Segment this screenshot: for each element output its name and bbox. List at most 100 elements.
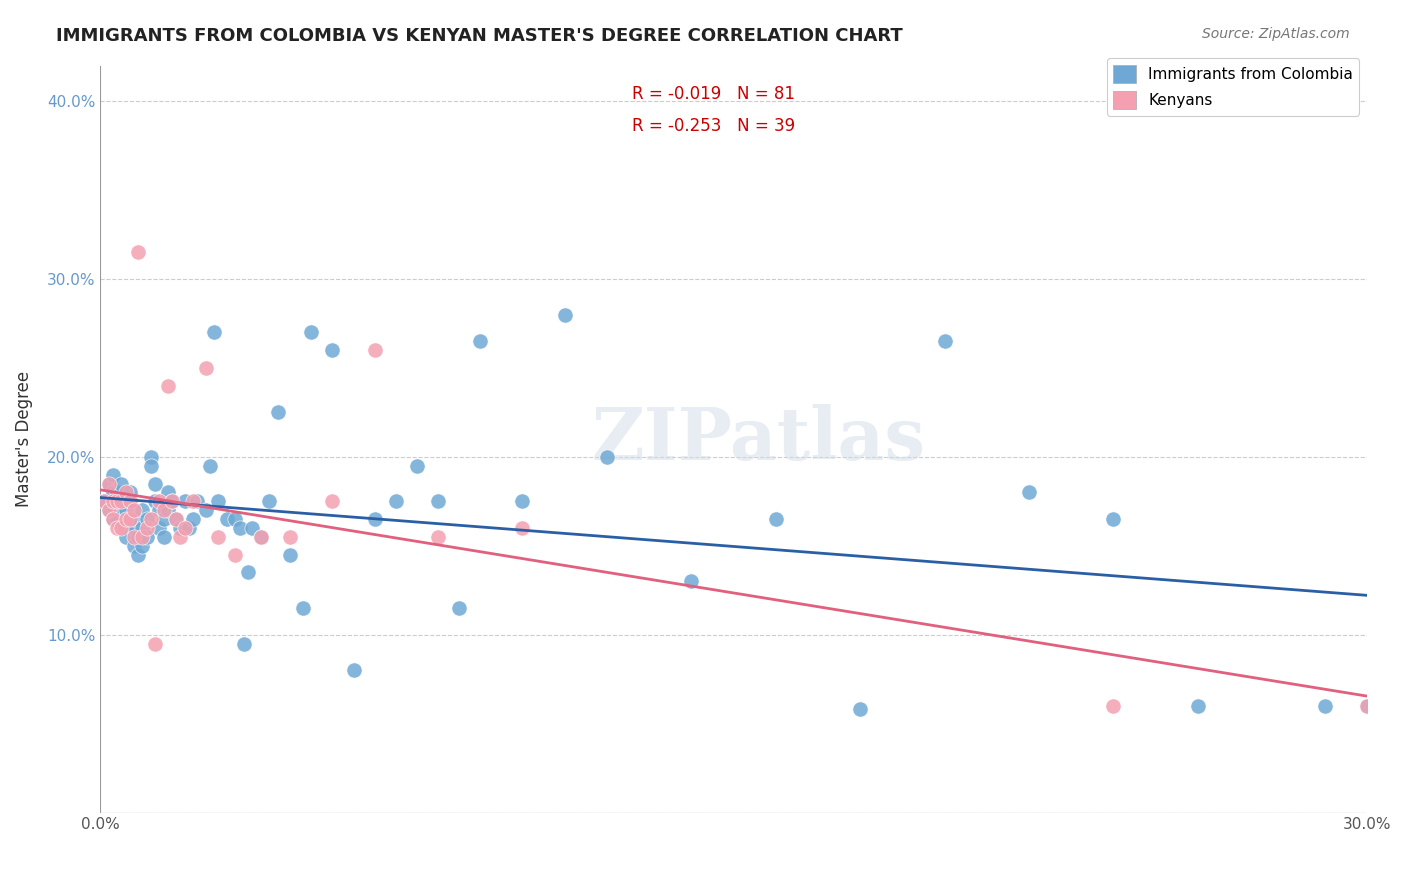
Point xyxy=(139,450,162,464)
Point xyxy=(131,503,153,517)
Point xyxy=(173,494,195,508)
Point xyxy=(449,601,471,615)
Point xyxy=(143,494,166,508)
Point xyxy=(215,512,238,526)
Point xyxy=(186,494,208,508)
Point xyxy=(207,494,229,508)
Point xyxy=(596,450,619,464)
Point xyxy=(181,494,204,508)
Point xyxy=(194,503,217,517)
Point xyxy=(110,494,132,508)
Point xyxy=(101,485,124,500)
Point xyxy=(114,503,136,517)
Point xyxy=(97,503,120,517)
Text: Source: ZipAtlas.com: Source: ZipAtlas.com xyxy=(1202,27,1350,41)
Point xyxy=(321,343,343,358)
Point xyxy=(342,663,364,677)
Point xyxy=(105,521,128,535)
Point xyxy=(427,530,450,544)
Point xyxy=(148,521,170,535)
Point xyxy=(236,566,259,580)
Point xyxy=(101,467,124,482)
Point xyxy=(114,521,136,535)
Point xyxy=(1102,698,1125,713)
Point xyxy=(122,521,145,535)
Text: IMMIGRANTS FROM COLOMBIA VS KENYAN MASTER'S DEGREE CORRELATION CHART: IMMIGRANTS FROM COLOMBIA VS KENYAN MASTE… xyxy=(56,27,903,45)
Point xyxy=(299,326,322,340)
Point xyxy=(118,485,141,500)
Point xyxy=(470,334,492,349)
Point xyxy=(156,485,179,500)
Point xyxy=(114,512,136,526)
Point xyxy=(135,512,157,526)
Point xyxy=(135,521,157,535)
Point xyxy=(97,476,120,491)
Point xyxy=(228,521,250,535)
Point xyxy=(131,539,153,553)
Point xyxy=(554,308,576,322)
Point xyxy=(165,512,187,526)
Point xyxy=(512,494,534,508)
Point xyxy=(127,548,149,562)
Point xyxy=(105,494,128,508)
Point xyxy=(118,494,141,508)
Point xyxy=(114,485,136,500)
Text: ZIPatlas: ZIPatlas xyxy=(592,403,927,475)
Point xyxy=(278,530,301,544)
Point xyxy=(122,512,145,526)
Point xyxy=(110,521,132,535)
Point xyxy=(118,494,141,508)
Point xyxy=(173,521,195,535)
Point xyxy=(152,503,174,517)
Point xyxy=(765,512,787,526)
Point xyxy=(363,343,385,358)
Point xyxy=(122,530,145,544)
Point xyxy=(1355,698,1378,713)
Point xyxy=(105,485,128,500)
Point xyxy=(198,458,221,473)
Point xyxy=(139,458,162,473)
Legend: Immigrants from Colombia, Kenyans: Immigrants from Colombia, Kenyans xyxy=(1107,58,1360,116)
Point xyxy=(169,521,191,535)
Point xyxy=(249,530,271,544)
Point xyxy=(849,702,872,716)
Point xyxy=(131,530,153,544)
Point xyxy=(114,530,136,544)
Point xyxy=(165,512,187,526)
Y-axis label: Master's Degree: Master's Degree xyxy=(15,371,32,508)
Point xyxy=(127,530,149,544)
Point xyxy=(181,512,204,526)
Point xyxy=(1018,485,1040,500)
Point xyxy=(291,601,314,615)
Point xyxy=(148,503,170,517)
Point xyxy=(148,494,170,508)
Point xyxy=(232,637,254,651)
Point xyxy=(122,503,145,517)
Point xyxy=(1187,698,1209,713)
Point xyxy=(224,548,246,562)
Point xyxy=(110,503,132,517)
Point xyxy=(118,512,141,526)
Point xyxy=(152,512,174,526)
Point xyxy=(405,458,427,473)
Point xyxy=(1102,512,1125,526)
Point xyxy=(194,361,217,376)
Point xyxy=(101,512,124,526)
Point xyxy=(249,530,271,544)
Point xyxy=(681,574,703,589)
Point xyxy=(266,405,288,419)
Point xyxy=(1313,698,1336,713)
Point xyxy=(143,637,166,651)
Point xyxy=(97,476,120,491)
Point xyxy=(321,494,343,508)
Point xyxy=(384,494,406,508)
Point xyxy=(934,334,956,349)
Point xyxy=(143,476,166,491)
Point xyxy=(110,494,132,508)
Point xyxy=(160,494,183,508)
Point xyxy=(93,494,115,508)
Point xyxy=(97,503,120,517)
Point xyxy=(257,494,280,508)
Point xyxy=(363,512,385,526)
Point xyxy=(427,494,450,508)
